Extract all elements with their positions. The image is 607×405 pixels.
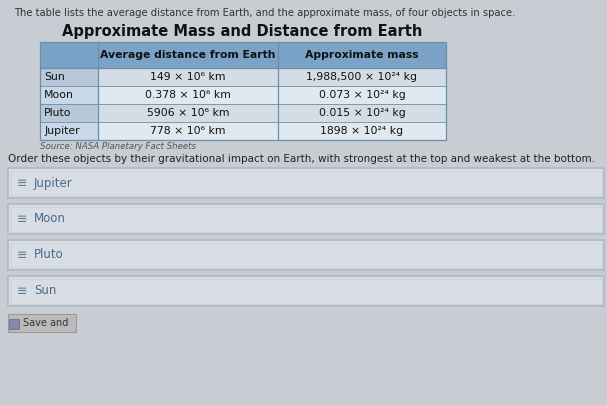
Text: Save and: Save and	[23, 318, 69, 328]
Text: 149 × 10⁶ km: 149 × 10⁶ km	[151, 72, 226, 82]
Bar	[8, 204, 604, 234]
Bar	[278, 122, 446, 140]
Bar	[278, 68, 446, 86]
Text: 778 × 10⁶ km: 778 × 10⁶ km	[151, 126, 226, 136]
Bar	[8, 168, 604, 198]
Bar	[40, 68, 98, 86]
Text: Order these objects by their gravitational impact on Earth, with strongest at th: Order these objects by their gravitation…	[8, 154, 595, 164]
Bar	[40, 42, 98, 68]
Text: 1,988,500 × 10²⁴ kg: 1,988,500 × 10²⁴ kg	[307, 72, 418, 82]
Text: The table lists the average distance from Earth, and the approximate mass, of fo: The table lists the average distance fro…	[14, 8, 515, 18]
Bar	[98, 122, 278, 140]
Bar	[40, 86, 98, 104]
Text: Pluto: Pluto	[34, 249, 64, 262]
Text: Approximate mass: Approximate mass	[305, 50, 419, 60]
Bar	[278, 104, 446, 122]
Text: Sun: Sun	[34, 284, 56, 298]
Bar	[98, 68, 278, 86]
Text: 1898 × 10²⁴ kg: 1898 × 10²⁴ kg	[320, 126, 404, 136]
Bar	[98, 104, 278, 122]
Bar	[10, 279, 602, 303]
Bar	[8, 314, 76, 332]
Text: Jupiter: Jupiter	[34, 177, 73, 190]
Bar	[278, 86, 446, 104]
Text: 0.073 × 10²⁴ kg: 0.073 × 10²⁴ kg	[319, 90, 405, 100]
Bar	[40, 122, 98, 140]
Bar	[40, 42, 446, 68]
Bar	[10, 171, 602, 196]
Text: Jupiter: Jupiter	[44, 126, 80, 136]
Bar	[8, 240, 604, 270]
Text: ≡: ≡	[17, 284, 27, 298]
Text: ≡: ≡	[17, 213, 27, 226]
Text: ≡: ≡	[17, 249, 27, 262]
Text: 5906 × 10⁶ km: 5906 × 10⁶ km	[147, 108, 229, 118]
Text: Moon: Moon	[34, 213, 66, 226]
Bar	[10, 243, 602, 267]
Text: Source: NASA Planetary Fact Sheets: Source: NASA Planetary Fact Sheets	[40, 142, 196, 151]
Text: Average distance from Earth: Average distance from Earth	[100, 50, 276, 60]
Bar	[40, 42, 446, 140]
Text: 0.015 × 10²⁴ kg: 0.015 × 10²⁴ kg	[319, 108, 405, 118]
Bar	[9, 319, 19, 329]
Text: Sun: Sun	[44, 72, 65, 82]
Bar	[98, 86, 278, 104]
Text: Moon: Moon	[44, 90, 74, 100]
Bar	[40, 104, 98, 122]
Bar	[8, 276, 604, 306]
Text: Pluto: Pluto	[44, 108, 72, 118]
Bar	[10, 207, 602, 232]
Text: ≡: ≡	[17, 177, 27, 190]
Text: Approximate Mass and Distance from Earth: Approximate Mass and Distance from Earth	[62, 24, 422, 39]
Text: 0.378 × 10⁶ km: 0.378 × 10⁶ km	[145, 90, 231, 100]
